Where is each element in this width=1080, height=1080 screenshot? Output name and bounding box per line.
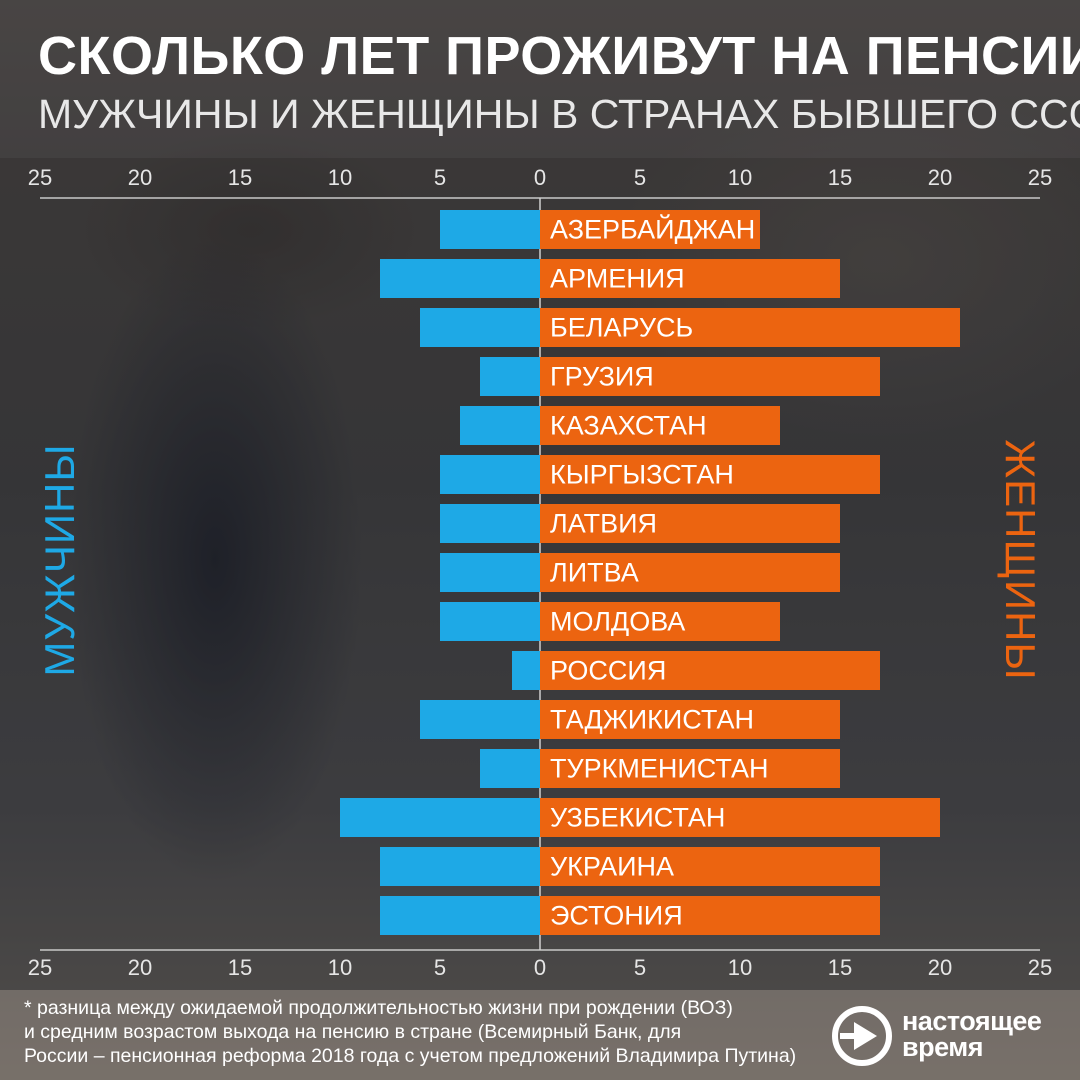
bottom-tick-label: 20 [128, 955, 152, 980]
women-bar [540, 602, 780, 641]
top-tick-label: 20 [928, 165, 952, 190]
women-side-label: ЖЕНЩИНЫ [997, 439, 1044, 681]
bottom-tick-label: 15 [828, 955, 852, 980]
bottom-tick-label: 15 [228, 955, 252, 980]
men-bar [380, 847, 540, 886]
bottom-tick-label: 25 [1028, 955, 1052, 980]
women-bar [540, 455, 880, 494]
top-tick-label: 5 [434, 165, 446, 190]
country-label: ТАДЖИКИСТАН [550, 705, 754, 735]
country-label: УЗБЕКИСТАН [550, 803, 725, 833]
women-bar [540, 553, 840, 592]
country-label: ТУРКМЕНИСТАН [550, 754, 769, 784]
country-label: АРМЕНИЯ [550, 264, 685, 294]
top-tick-label: 0 [534, 165, 546, 190]
men-bar [440, 602, 540, 641]
country-label: АЗЕРБАЙДЖАН [550, 214, 755, 245]
header-panel: СКОЛЬКО ЛЕТ ПРОЖИВУТ НА ПЕНСИИ МУЖЧИНЫ И… [0, 0, 1080, 158]
women-bar [540, 700, 840, 739]
footnote-line: * разница между ожидаемой продолжительно… [24, 997, 733, 1019]
chart-subtitle: МУЖЧИНЫ И ЖЕНЩИНЫ В СТРАНАХ БЫВШЕГО СССР [38, 91, 1080, 137]
top-tick-label: 25 [1028, 165, 1052, 190]
top-tick-label: 10 [328, 165, 352, 190]
footnote-line: и средним возрастом выхода на пенсию в с… [24, 1021, 682, 1043]
men-bar [380, 896, 540, 935]
top-tick-label: 10 [728, 165, 752, 190]
footer-panel: * разница между ожидаемой продолжительно… [0, 990, 1080, 1080]
women-bar [540, 798, 940, 837]
men-bar [480, 749, 540, 788]
bottom-tick-label: 10 [328, 955, 352, 980]
women-bar [540, 357, 880, 396]
men-bar [440, 553, 540, 592]
men-bar [440, 210, 540, 249]
top-tick-label: 25 [28, 165, 52, 190]
men-bar [380, 259, 540, 298]
country-label: КАЗАХСТАН [550, 411, 707, 441]
footnote: * разница между ожидаемой продолжительно… [24, 996, 804, 1068]
bottom-tick-label: 0 [534, 955, 546, 980]
women-bar [540, 259, 840, 298]
bottom-tick-label: 5 [434, 955, 446, 980]
men-bar [440, 455, 540, 494]
men-bar [340, 798, 540, 837]
top-tick-label: 15 [828, 165, 852, 190]
men-bar [420, 700, 540, 739]
bottom-tick-label: 25 [28, 955, 52, 980]
country-label: ЛАТВИЯ [550, 509, 657, 539]
country-label: УКРАИНА [550, 852, 674, 882]
women-bar [540, 210, 760, 249]
country-label: ГРУЗИЯ [550, 362, 654, 392]
logo-line-2: время [902, 1032, 983, 1062]
women-bar [540, 651, 880, 690]
play-circle-icon [832, 1006, 892, 1066]
men-bar [480, 357, 540, 396]
country-label: ЭСТОНИЯ [550, 901, 683, 931]
top-tick-label: 15 [228, 165, 252, 190]
top-tick-label: 5 [634, 165, 646, 190]
chart-title: СКОЛЬКО ЛЕТ ПРОЖИВУТ НА ПЕНСИИ [38, 26, 1080, 86]
logo-wordmark: настоящее время [902, 1006, 1042, 1062]
country-label: МОЛДОВА [550, 607, 685, 637]
men-side-label: МУЖЧИНЫ [36, 443, 83, 677]
men-bar [512, 651, 540, 690]
top-tick-label: 20 [128, 165, 152, 190]
men-bar [460, 406, 540, 445]
women-bar [540, 308, 960, 347]
country-label: БЕЛАРУСЬ [550, 313, 693, 343]
country-label: РОССИЯ [550, 656, 666, 686]
logo-line-1: настоящее [902, 1006, 1042, 1036]
bottom-tick-label: 5 [634, 955, 646, 980]
women-bar [540, 406, 780, 445]
country-label: КЫРГЫЗСТАН [550, 460, 734, 490]
women-bar [540, 896, 880, 935]
brand-logo: настоящее время [830, 1000, 1060, 1072]
footnote-line: России – пенсионная реформа 2018 года с … [24, 1045, 797, 1067]
country-label: ЛИТВА [550, 558, 639, 588]
men-bar [420, 308, 540, 347]
women-bar [540, 504, 840, 543]
women-bar [540, 847, 880, 886]
men-bar [440, 504, 540, 543]
women-bar [540, 749, 840, 788]
bottom-tick-label: 20 [928, 955, 952, 980]
bottom-tick-label: 10 [728, 955, 752, 980]
